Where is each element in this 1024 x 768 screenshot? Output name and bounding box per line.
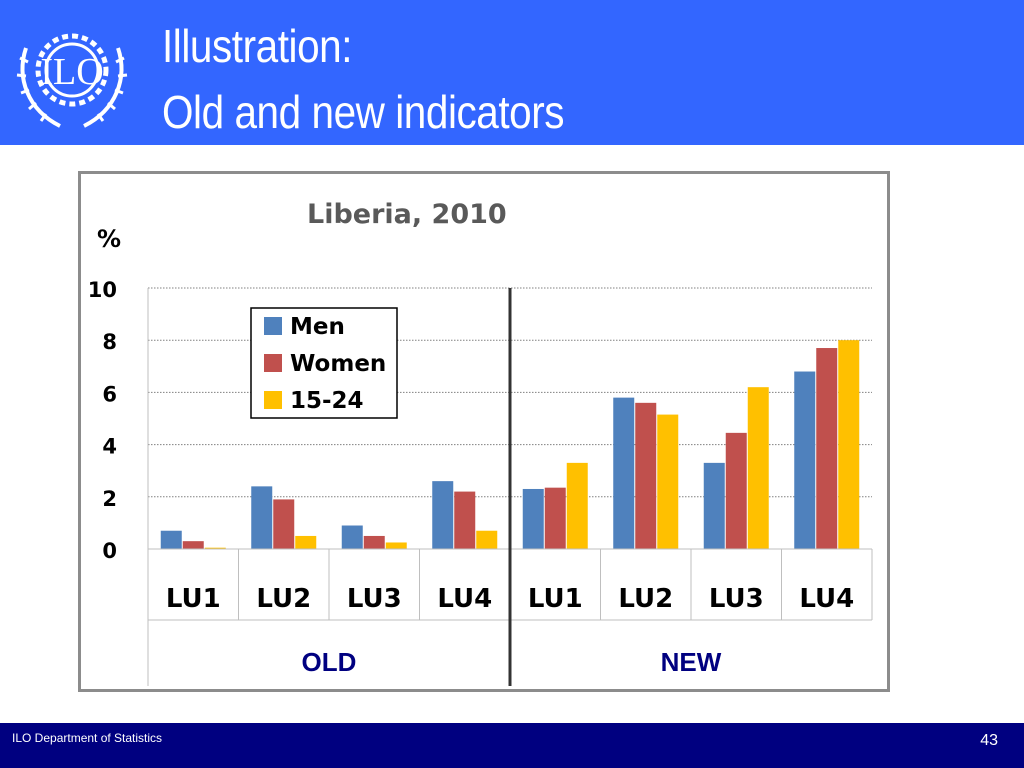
bar [838, 340, 860, 549]
bar [725, 432, 747, 549]
y-tick-label: 6 [102, 382, 117, 406]
bar [204, 547, 226, 549]
x-category-label: LU4 [437, 584, 492, 614]
x-category-label: LU2 [618, 584, 673, 614]
chart-legend: Men Women 15-24 [250, 307, 398, 419]
bar [432, 481, 454, 549]
legend-label: 15-24 [290, 388, 364, 414]
x-category-label: LU1 [166, 584, 221, 614]
legend-label: Men [290, 314, 345, 340]
bar [273, 499, 295, 549]
y-tick-label: 0 [102, 539, 117, 563]
y-tick-label: 8 [102, 330, 117, 354]
bar [522, 488, 544, 549]
chart-frame: Liberia, 2010 % 0 2 4 6 8 10 LU1 LU2 LU3 LU4 LU1 L… [78, 171, 890, 692]
x-category-label: LU3 [709, 584, 764, 614]
slide-title-line-1: Illustration: [162, 20, 353, 72]
bar [613, 397, 635, 549]
bar [476, 530, 498, 549]
bar [251, 486, 273, 549]
bar [816, 348, 838, 549]
y-tick-label: 2 [102, 487, 117, 511]
slide-header: ILO Illustration: Old and new indicators [0, 0, 1024, 145]
x-category-label: LU4 [799, 584, 854, 614]
legend-swatch [264, 317, 282, 335]
legend-swatch [264, 391, 282, 409]
y-axis-label: % [97, 225, 121, 253]
chart-title: Liberia, 2010 [307, 199, 507, 230]
bar [703, 462, 725, 549]
ilo-logo-icon: ILO [16, 33, 128, 128]
bar [363, 535, 385, 549]
logo-text: ILO [40, 51, 103, 93]
slide-footer: ILO Department of Statistics 43 [0, 723, 1024, 768]
bar [341, 525, 363, 549]
slide-title-line-2: Old and new indicators [162, 86, 565, 138]
x-category-label: LU3 [347, 584, 402, 614]
y-tick-label: 4 [102, 435, 117, 459]
bar [747, 387, 769, 549]
bar [794, 371, 816, 549]
bar [454, 491, 476, 549]
page-number: 43 [980, 732, 998, 749]
legend-swatch [264, 354, 282, 372]
bar [657, 414, 679, 549]
bar-chart: Liberia, 2010 % 0 2 4 6 8 10 LU1 LU2 LU3 LU4 LU1 L… [88, 199, 873, 686]
footer-department: ILO Department of Statistics [12, 731, 163, 745]
x-category-label: LU2 [256, 584, 311, 614]
group-label: OLD [302, 647, 357, 677]
x-category-label: LU1 [528, 584, 583, 614]
y-tick-label: 10 [88, 278, 117, 302]
bar [544, 487, 566, 549]
bar [635, 402, 657, 549]
bar [160, 530, 182, 549]
bar [182, 541, 204, 549]
legend-label: Women [290, 351, 386, 377]
bar [385, 542, 407, 549]
bar [295, 535, 317, 549]
bar [566, 462, 588, 549]
group-label: NEW [661, 647, 722, 677]
